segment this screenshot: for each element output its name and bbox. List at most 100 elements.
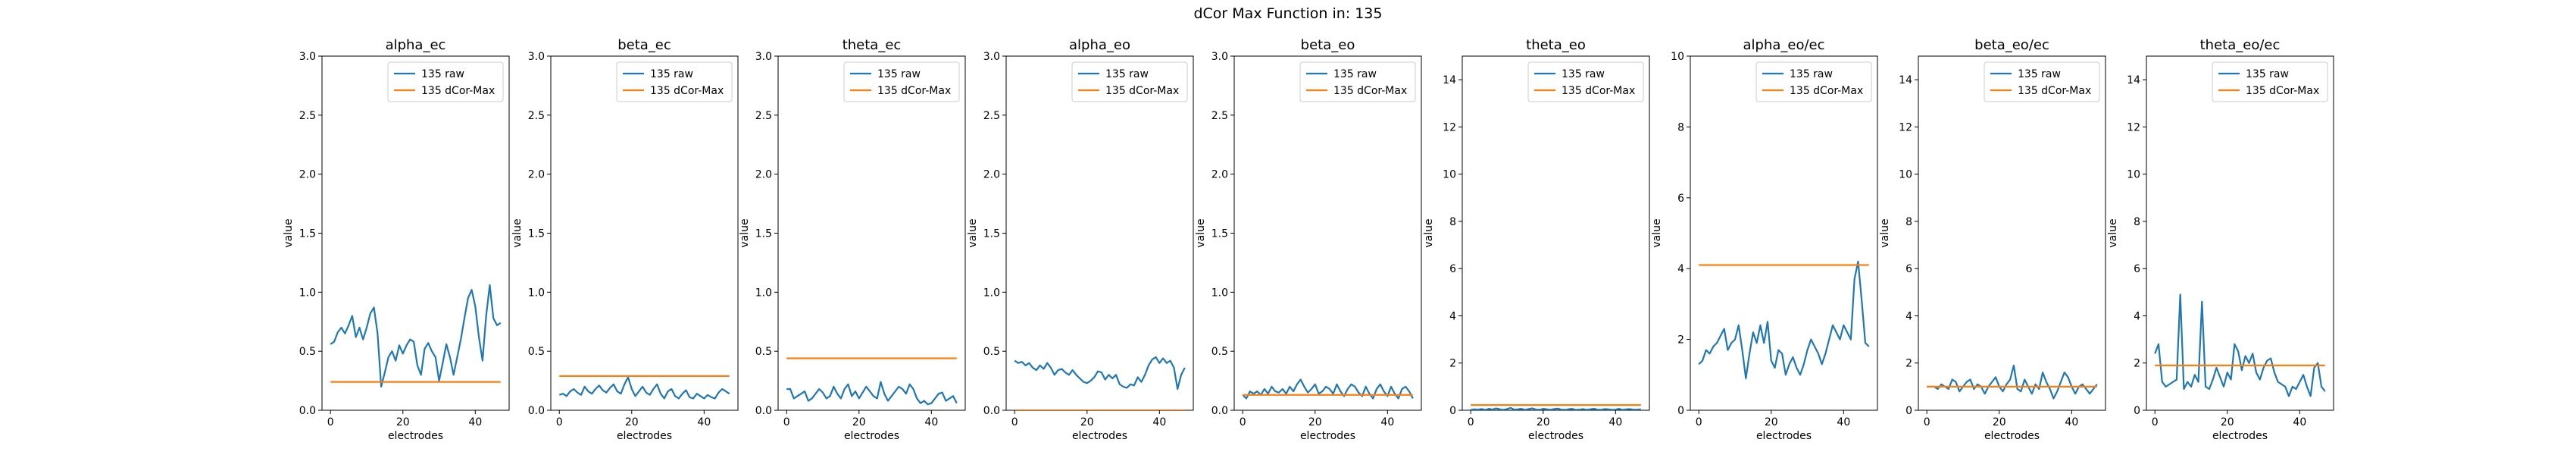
- legend-label-dcor: 135 dCor-Max: [421, 85, 495, 97]
- y-tick-label: 3.0: [528, 51, 545, 63]
- subplot-title: beta_eo/ec: [1974, 37, 2049, 53]
- legend-label-raw: 135 raw: [2018, 68, 2061, 80]
- y-tick-label: 2.5: [1211, 110, 1228, 122]
- legend-label-dcor: 135 dCor-Max: [1333, 85, 1407, 97]
- x-tick-label: 20: [1537, 416, 1550, 428]
- y-tick-label: 1.0: [1211, 287, 1228, 299]
- y-tick-label: 8: [2134, 216, 2140, 228]
- legend: 135 raw 135 dCor-Max: [1071, 61, 1188, 102]
- series-line-raw: [1698, 260, 1870, 380]
- plot-area: [550, 55, 739, 411]
- x-tick-label: 40: [924, 416, 938, 428]
- subplot-title: beta_ec: [617, 37, 671, 53]
- plot-area: [777, 55, 966, 411]
- legend-label-dcor: 135 dCor-Max: [877, 85, 951, 97]
- y-axis-label: value: [2107, 218, 2119, 247]
- y-tick-label: 10: [2127, 169, 2140, 181]
- x-tick-label: 0: [783, 416, 790, 428]
- y-tick-label: 0.5: [983, 346, 1000, 358]
- subplot-title: theta_eo: [1526, 37, 1586, 53]
- subplot-grid: alpha_ec0.00.51.01.52.02.53.00 20 40electr…: [283, 37, 2334, 442]
- subplot-1: alpha_ec 0.0 0.5 1.0 1.5 2.0 2.5 3.0 0 20 40 electr…: [283, 37, 510, 442]
- y-tick-label: 12: [1899, 121, 1912, 133]
- x-tick-label: 0: [1696, 416, 1702, 428]
- legend-label-dcor: 135 dCor-Max: [1105, 85, 1179, 97]
- y-tick-label: 14: [1899, 74, 1912, 86]
- y-tick-label: 2.5: [528, 110, 545, 122]
- y-tick-label: 8: [1905, 216, 1912, 228]
- legend-box: [1984, 61, 2100, 102]
- legend-box: [1299, 61, 1416, 102]
- plot-area: [1690, 55, 1878, 411]
- series-line-raw: [1242, 378, 1414, 400]
- legend-box: [843, 61, 960, 102]
- y-axis-label: value: [967, 218, 979, 247]
- x-tick-label: 40: [1608, 416, 1622, 428]
- legend: 135 raw 135 dCor-Max: [1527, 61, 1644, 102]
- x-axis-label: electrodes: [1300, 430, 1355, 442]
- legend-box: [1071, 61, 1188, 102]
- legend-box: [1755, 61, 1872, 102]
- y-tick-label: 1.0: [299, 287, 316, 299]
- subplot-8: beta_eo/ec 0 2 4 6 8 10 12 14 0 20 40 electrodes valu…: [1879, 37, 2106, 442]
- x-axis-label: electrodes: [2212, 430, 2268, 442]
- x-tick-label: 0: [556, 416, 563, 428]
- figure-title: dCor Max Function in: 135: [1193, 5, 1382, 22]
- subplot-3: theta_ec 0.0 0.5 1.0 1.5 2.0 2.5 3.0 0 20 40 electr…: [739, 37, 966, 442]
- y-axis-label: value: [739, 218, 751, 247]
- y-tick-label: 0.0: [755, 405, 772, 417]
- x-tick-label: 0: [2152, 416, 2159, 428]
- legend-label-raw: 135 raw: [877, 68, 921, 80]
- y-tick-label: 0: [1677, 405, 1684, 417]
- y-tick-label: 4: [2134, 310, 2140, 322]
- x-tick-label: 20: [1308, 416, 1322, 428]
- x-tick-label: 40: [1152, 416, 1166, 428]
- y-tick-label: 4: [1677, 263, 1684, 275]
- subplot-9: theta_eo/ec 0 2 4 6 8 10 12 14 0 20 40 electrodes val…: [2107, 37, 2334, 442]
- y-axis-label: value: [1651, 218, 1663, 247]
- y-tick-label: 1.5: [1211, 228, 1228, 240]
- series-line-raw: [1014, 356, 1186, 391]
- x-tick-label: 20: [625, 416, 639, 428]
- y-tick-label: 0.0: [528, 405, 545, 417]
- subplot-title: theta_eo/ec: [2200, 37, 2281, 53]
- x-axis-label: electrodes: [1984, 430, 2040, 442]
- legend-label-raw: 135 raw: [1790, 68, 1833, 80]
- y-tick-label: 10: [1899, 169, 1912, 181]
- y-tick-label: 4: [1905, 310, 1912, 322]
- legend-label-raw: 135 raw: [650, 68, 693, 80]
- y-axis-label: value: [283, 218, 295, 247]
- legend-label-raw: 135 raw: [1105, 68, 1149, 80]
- legend-box: [616, 61, 733, 102]
- legend-label-dcor: 135 dCor-Max: [1790, 85, 1863, 97]
- x-tick-label: 0: [1240, 416, 1246, 428]
- x-tick-label: 40: [468, 416, 482, 428]
- y-tick-label: 0.5: [755, 346, 772, 358]
- plot-area: [1233, 55, 1422, 411]
- y-tick-label: 2.5: [983, 110, 1000, 122]
- y-tick-label: 3.0: [299, 51, 316, 63]
- x-tick-label: 20: [1080, 416, 1094, 428]
- y-tick-label: 4: [1449, 310, 1456, 322]
- y-axis-label: value: [511, 218, 524, 247]
- legend-label-raw: 135 raw: [1562, 68, 1605, 80]
- subplot-title: theta_ec: [843, 37, 902, 53]
- x-tick-label: 40: [1837, 416, 1850, 428]
- y-tick-label: 6: [1677, 193, 1684, 205]
- y-tick-label: 0.0: [983, 405, 1000, 417]
- subplot-6: theta_eo 0 2 4 6 8 10 12 14 0 20 40 electrodes value 1…: [1423, 37, 1650, 442]
- subplot-5: beta_eo 0.0 0.5 1.0 1.5 2.0 2.5 3.0 0 20 40 electro…: [1195, 37, 1422, 442]
- y-tick-label: 3.0: [983, 51, 1000, 63]
- x-tick-label: 20: [1993, 416, 2006, 428]
- y-tick-label: 1.5: [528, 228, 545, 240]
- y-tick-label: 2: [1677, 334, 1684, 347]
- y-tick-label: 14: [2127, 74, 2140, 86]
- y-tick-label: 2.0: [299, 169, 316, 181]
- y-tick-label: 0: [1905, 405, 1912, 417]
- plot-area: [1462, 55, 1650, 411]
- legend-label-raw: 135 raw: [2246, 68, 2289, 80]
- y-axis-label: value: [1879, 218, 1891, 247]
- legend: 135 raw 135 dCor-Max: [2212, 61, 2328, 102]
- legend-label-raw: 135 raw: [421, 68, 464, 80]
